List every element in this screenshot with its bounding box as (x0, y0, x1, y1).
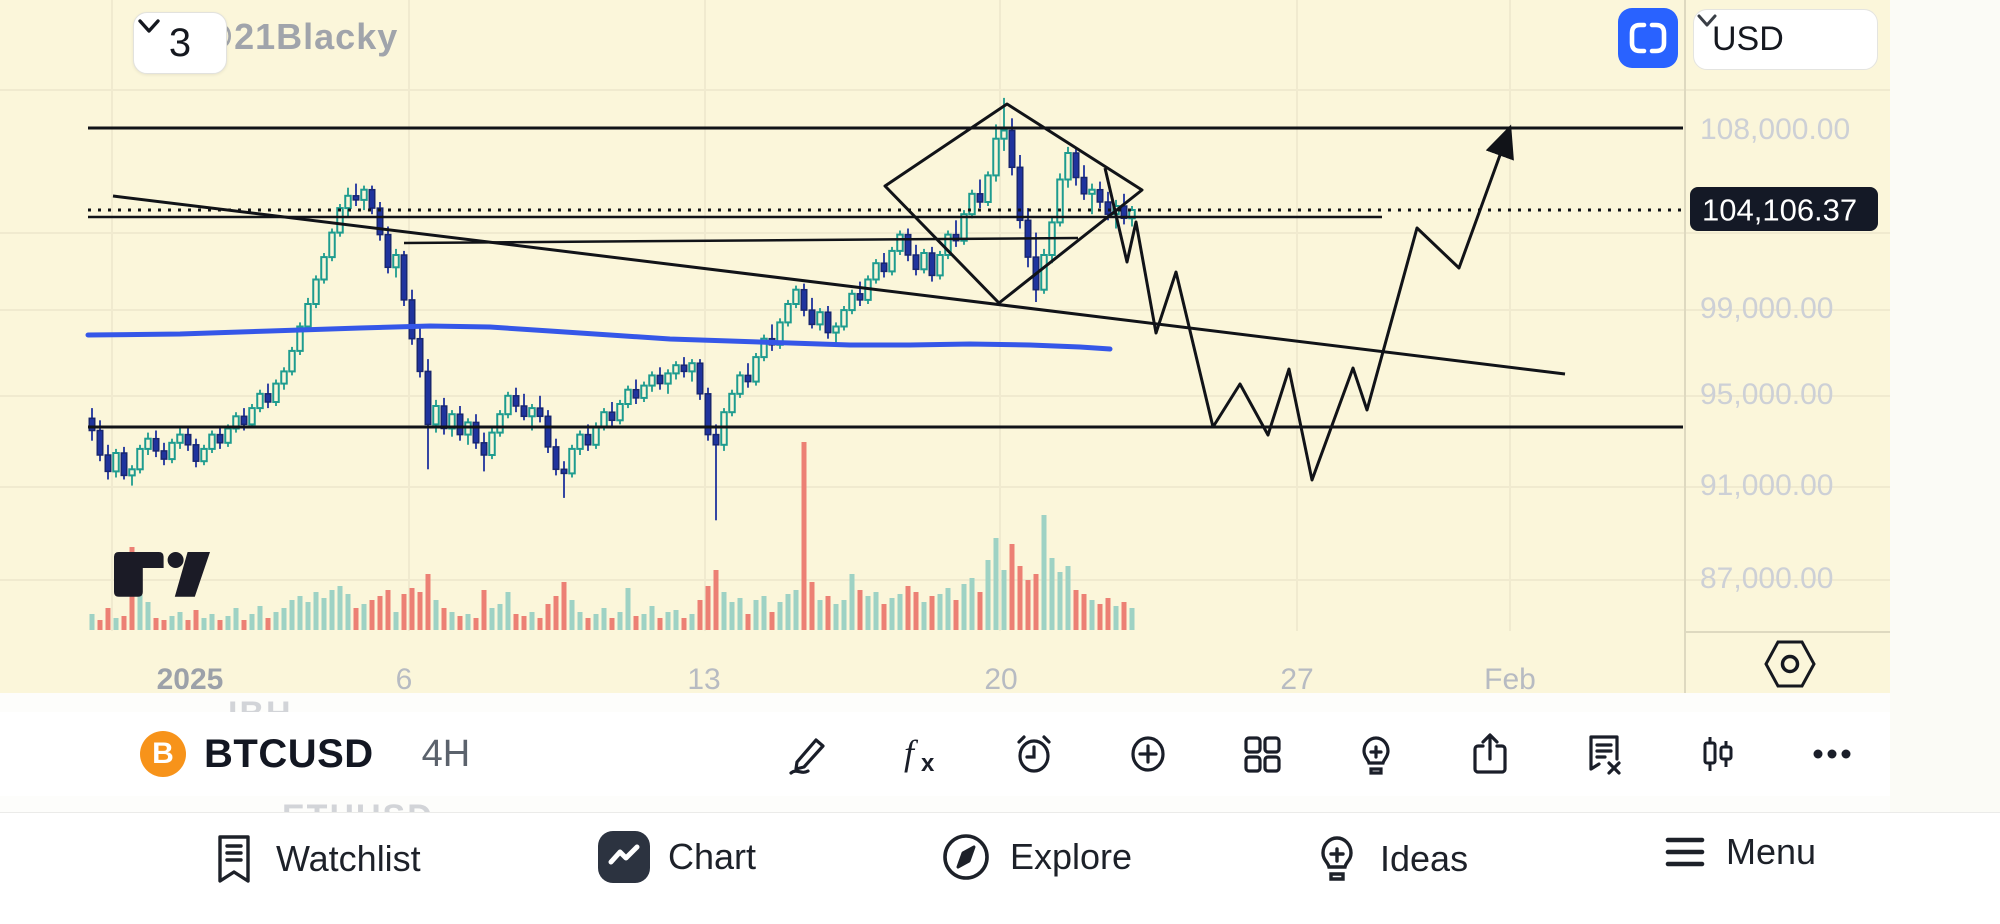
document-x-icon (1589, 735, 1621, 775)
magnet-eye-icon[interactable] (1764, 640, 1816, 688)
share-icon (1473, 733, 1507, 774)
price-axis-label: 99,000.00 (1700, 292, 1833, 325)
candles-icon (1703, 737, 1733, 771)
date-axis-label: 13 (687, 663, 720, 693)
background-gap: ETHUSD (0, 796, 1890, 812)
nav-label: Chart (668, 836, 757, 877)
chevron-down-icon (1697, 14, 1717, 27)
price-chart[interactable]: 108,000.00 99,000.00 95,000.00 91,000.00 87,… (0, 0, 1890, 693)
bar-count-value: 3 (168, 20, 192, 65)
svg-text:f: f (904, 733, 919, 773)
notes-button[interactable] (1576, 726, 1632, 782)
nav-menu[interactable]: Menu (1662, 831, 1816, 873)
svg-text:x: x (921, 750, 935, 777)
lightbulb-icon (1362, 736, 1390, 775)
chart-pane: 108,000.00 99,000.00 95,000.00 91,000.00 87,… (0, 0, 1890, 693)
ideas-button-toolbar[interactable] (1348, 726, 1404, 782)
add-button[interactable] (1120, 726, 1176, 782)
draw-button[interactable] (780, 726, 836, 782)
nav-watchlist[interactable]: Watchlist (210, 831, 421, 887)
watermark: @21Blacky (198, 16, 399, 57)
date-axis-label: 6 (396, 663, 413, 693)
nav-explore[interactable]: Explore (940, 831, 1132, 883)
date-axis-label: 27 (1280, 663, 1313, 693)
indicators-button[interactable]: f x (893, 726, 949, 782)
nav-label: Menu (1726, 831, 1817, 872)
price-axis-label: 91,000.00 (1700, 469, 1833, 502)
watchlist-icon (218, 835, 250, 883)
menu-icon (1665, 837, 1705, 867)
chart-toolbar: B BTCUSD 4H f x (0, 712, 1890, 796)
grid-icon (1244, 736, 1281, 773)
ellipsis-icon (1813, 749, 1851, 759)
plus-circle-icon (1131, 736, 1165, 772)
layouts-button[interactable] (1234, 726, 1290, 782)
date-axis-label: 20 (984, 663, 1017, 693)
nav-label: Explore (1010, 836, 1133, 877)
compass-icon (943, 834, 989, 880)
background-ticker-fragment: IBH (228, 695, 293, 712)
share-button[interactable] (1462, 726, 1518, 782)
symbol-button[interactable]: B BTCUSD 4H (140, 731, 470, 777)
more-button[interactable] (1804, 726, 1860, 782)
interval-button[interactable]: 4H (421, 732, 471, 775)
nav-label: Watchlist (276, 838, 421, 879)
bottom-nav: Watchlist Chart Explore Ideas (0, 812, 2000, 924)
date-axis-label: Feb (1484, 663, 1536, 693)
currency-select[interactable]: USD (1693, 9, 1878, 70)
date-axis-label: 2025 (157, 663, 224, 693)
bar-count-button[interactable]: 3 (133, 12, 227, 74)
price-axis-label: 108,000.00 (1700, 113, 1850, 146)
symbol-label: BTCUSD (204, 731, 374, 776)
last-price-badge: 104,106.37 (1702, 193, 1857, 228)
currency-value: USD (1712, 20, 1784, 58)
tradingview-logo (114, 552, 210, 597)
chevron-down-icon (138, 19, 160, 33)
background-ticker-fragment: ETHUSD (282, 798, 434, 812)
nav-label: Ideas (1380, 838, 1469, 879)
nav-ideas[interactable]: Ideas (1312, 831, 1468, 887)
alarm-clock-icon (1017, 735, 1051, 773)
lightbulb-icon (1321, 836, 1353, 881)
screenshot-button[interactable] (1618, 8, 1678, 68)
brackets-icon (1629, 22, 1667, 54)
nav-chart[interactable]: Chart (598, 831, 756, 883)
bitcoin-icon: B (140, 731, 186, 777)
fx-icon: f x (904, 733, 935, 777)
background-gap: IBH (0, 693, 1890, 712)
pen-icon (789, 738, 825, 775)
price-axis-label: 95,000.00 (1700, 378, 1833, 411)
alerts-button[interactable] (1006, 726, 1062, 782)
chart-style-button[interactable] (1690, 726, 1746, 782)
price-axis-label: 87,000.00 (1700, 562, 1833, 595)
chart-icon (598, 831, 650, 883)
